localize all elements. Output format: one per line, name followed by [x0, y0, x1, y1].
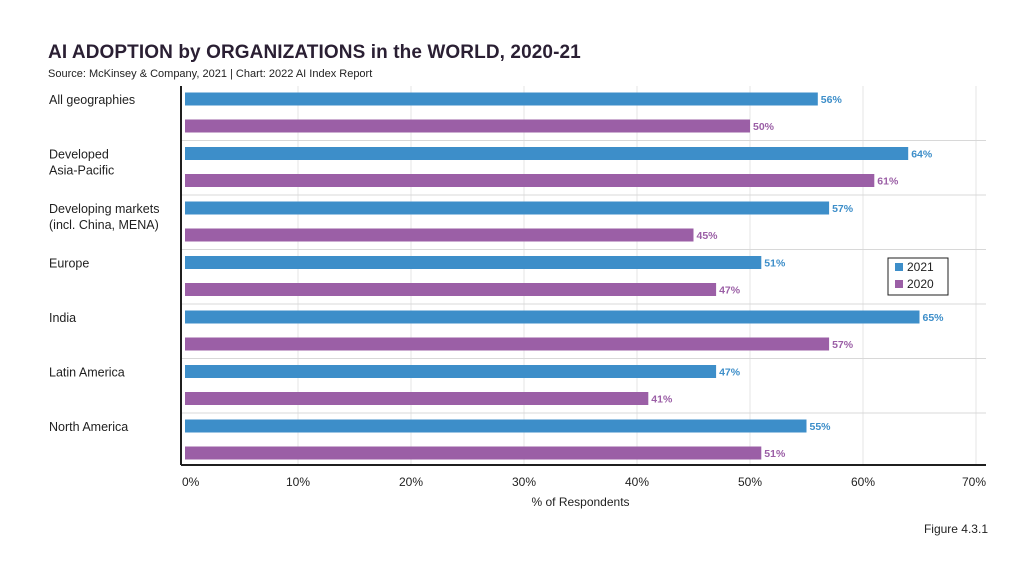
legend-swatch-2020 — [895, 280, 903, 288]
chart-subtitle: Source: McKinsey & Company, 2021 | Chart… — [48, 68, 373, 80]
data-label: 41% — [651, 394, 673, 406]
x-tick-label: 60% — [851, 475, 875, 489]
bar-2020 — [185, 228, 694, 242]
bar-2021 — [185, 201, 830, 215]
bar-2020 — [185, 283, 717, 296]
x-tick-label: 70% — [962, 475, 986, 489]
x-tick-label: 20% — [399, 475, 423, 489]
data-label: 57% — [832, 203, 854, 215]
data-label: 65% — [923, 312, 945, 324]
x-tick-label: 40% — [625, 475, 649, 489]
category-label: (incl. China, MENA) — [49, 218, 159, 232]
x-tick-label: 50% — [738, 475, 762, 489]
chart-title: AI ADOPTION by ORGANIZATIONS in the WORL… — [48, 42, 581, 63]
data-label: 51% — [764, 448, 786, 460]
category-label: North America — [49, 420, 128, 434]
category-label: Developed — [49, 148, 109, 162]
bar-2020 — [185, 392, 649, 405]
data-label: 45% — [697, 230, 719, 242]
legend-swatch-2021 — [895, 263, 903, 271]
legend-label-2021: 2021 — [907, 260, 934, 274]
legend-label-2020: 2020 — [907, 277, 934, 291]
category-label: Developing markets — [49, 202, 159, 216]
x-tick-label: 30% — [512, 475, 536, 489]
category-label: All geographies — [49, 93, 135, 107]
bar-2021 — [185, 92, 818, 106]
data-label: 51% — [764, 258, 786, 270]
data-label: 50% — [753, 121, 775, 133]
data-label: 61% — [877, 176, 899, 188]
bar-2021 — [185, 419, 807, 433]
bar-2021 — [185, 310, 920, 324]
bar-2021 — [185, 147, 909, 160]
bar-2020 — [185, 119, 750, 133]
data-label: 47% — [719, 367, 741, 379]
category-label: Europe — [49, 257, 89, 271]
figure-label: Figure 4.3.1 — [923, 522, 988, 536]
x-axis-title: % of Respondents — [531, 495, 629, 509]
data-label: 64% — [911, 149, 933, 161]
data-label: 57% — [832, 339, 854, 351]
bar-2020 — [185, 337, 830, 351]
bar-2020 — [185, 174, 875, 187]
legend-box — [887, 257, 949, 296]
x-tick-label: 10% — [286, 475, 310, 489]
bar-2020 — [185, 446, 762, 460]
category-label: India — [49, 311, 76, 325]
data-label: 56% — [821, 94, 843, 106]
bar-2021 — [185, 256, 762, 269]
data-label: 47% — [719, 285, 741, 297]
bar-2021 — [185, 365, 717, 378]
data-label: 55% — [810, 421, 832, 433]
category-label: Latin America — [49, 366, 125, 380]
x-tick-label: 0% — [182, 475, 200, 489]
category-label: Asia-Pacific — [49, 164, 114, 178]
